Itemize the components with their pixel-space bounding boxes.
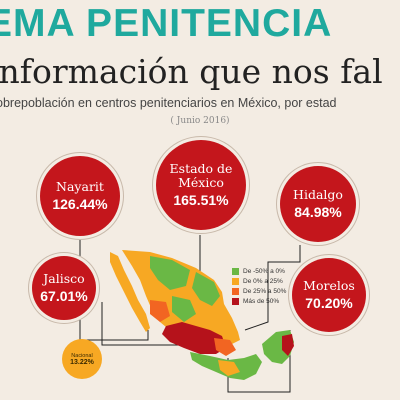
legend-swatch bbox=[232, 297, 239, 305]
yucatan-red-region bbox=[282, 334, 294, 356]
bubble-nayarit: Nayarit 126.44% bbox=[40, 156, 120, 236]
bubble-hidalgo-name: Hidalgo bbox=[293, 187, 343, 202]
orange-region-2 bbox=[214, 338, 236, 356]
description: obrepoblación en centros penitenciarios … bbox=[0, 96, 337, 110]
map-legend: De -50% a 0% De 0% a 25% De 25% a 50% Má… bbox=[232, 266, 286, 306]
legend-item: Más de 50% bbox=[232, 296, 286, 306]
bubble-edomex: Estado de México 165.51% bbox=[156, 140, 246, 230]
bubble-jalisco-value: 67.01% bbox=[40, 288, 88, 304]
south-orange-region bbox=[218, 360, 240, 376]
bubble-nayarit-value: 126.44% bbox=[52, 196, 108, 212]
bubble-hidalgo-value: 84.98% bbox=[294, 204, 342, 220]
legend-swatch bbox=[232, 267, 239, 275]
bubble-morelos-value: 70.20% bbox=[305, 295, 353, 311]
connector-jalisco bbox=[101, 302, 190, 346]
bubble-morelos: Morelos 70.20% bbox=[292, 258, 366, 332]
green-region-2 bbox=[192, 272, 220, 306]
bubble-hidalgo: Hidalgo 84.98% bbox=[280, 166, 356, 242]
date-label: ( Junio 2016) bbox=[170, 116, 230, 126]
orange-region-1 bbox=[150, 300, 170, 322]
baja-california-region bbox=[110, 252, 150, 332]
legend-item: De 25% a 50% bbox=[232, 286, 286, 296]
connector-hidalgo bbox=[244, 245, 301, 331]
green-region-1 bbox=[150, 256, 190, 290]
legend-item: De 0% a 25% bbox=[232, 276, 286, 286]
bubble-nayarit-name: Nayarit bbox=[56, 179, 104, 194]
national-value: 13.22% bbox=[70, 358, 94, 366]
page-title: EMA PENITENCIA bbox=[0, 2, 333, 45]
bubble-jalisco: Jalisco 67.01% bbox=[32, 256, 96, 320]
legend-label: De 25% a 50% bbox=[243, 287, 287, 295]
national-name: Nacional bbox=[71, 352, 93, 359]
bubble-jalisco-name: Jalisco bbox=[43, 271, 85, 286]
green-region-3 bbox=[172, 296, 196, 322]
bubble-morelos-name: Morelos bbox=[303, 278, 355, 293]
legend-item: De -50% a 0% bbox=[232, 266, 286, 276]
legend-swatch bbox=[232, 277, 239, 285]
page-subtitle: información que nos fal bbox=[0, 52, 383, 91]
legend-label: De -50% a 0% bbox=[243, 267, 285, 275]
legend-label: Más de 50% bbox=[243, 297, 280, 305]
bubble-edomex-name: Estado de México bbox=[169, 161, 233, 190]
red-region-center bbox=[162, 322, 226, 354]
legend-label: De 0% a 25% bbox=[243, 277, 283, 285]
legend-swatch bbox=[232, 287, 239, 295]
bubble-edomex-value: 165.51% bbox=[173, 192, 229, 208]
bubble-national: Nacional 13.22% bbox=[62, 339, 102, 379]
